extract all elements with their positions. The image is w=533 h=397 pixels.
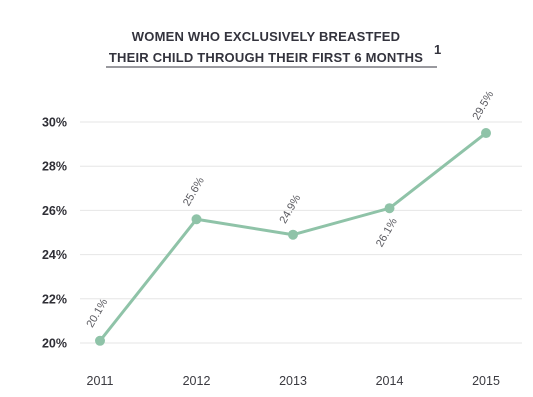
data-point	[95, 335, 105, 346]
chart-title-superscript: 1	[434, 42, 441, 57]
x-tick-label: 2011	[87, 374, 114, 388]
y-tick-label: 30%	[42, 116, 67, 130]
x-tick-label: 2015	[472, 374, 500, 388]
x-axis: 2011 2012 2013 2014 2015	[87, 374, 500, 388]
y-tick-label: 22%	[42, 292, 67, 306]
y-tick-label: 20%	[42, 337, 67, 351]
data-point	[481, 128, 491, 139]
series	[95, 128, 491, 346]
data-label: 20.1%	[84, 297, 110, 330]
y-tick-label: 24%	[42, 248, 67, 262]
grid	[80, 121, 522, 344]
data-label: 25.6%	[181, 175, 207, 208]
x-tick-label: 2012	[183, 374, 211, 388]
x-tick-label: 2014	[376, 374, 404, 388]
y-tick-label: 26%	[42, 204, 67, 218]
data-point	[191, 214, 202, 225]
data-point	[384, 203, 395, 214]
data-label: 26.1%	[374, 216, 400, 249]
data-point	[288, 229, 298, 240]
y-axis: 20% 22% 24% 26% 28% 30%	[42, 116, 67, 351]
x-tick-label: 2013	[279, 374, 307, 388]
chart-title-line-1: WOMEN WHO EXCLUSIVELY BREASTFED	[132, 29, 400, 44]
chart-title-line-2: THEIR CHILD THROUGH THEIR FIRST 6 MONTHS	[109, 50, 423, 65]
y-tick-label: 28%	[42, 160, 67, 174]
data-labels: 20.1% 25.6% 24.9% 26.1% 29.5%	[84, 89, 496, 330]
data-label: 24.9%	[277, 193, 303, 226]
data-label: 29.5%	[470, 89, 496, 122]
